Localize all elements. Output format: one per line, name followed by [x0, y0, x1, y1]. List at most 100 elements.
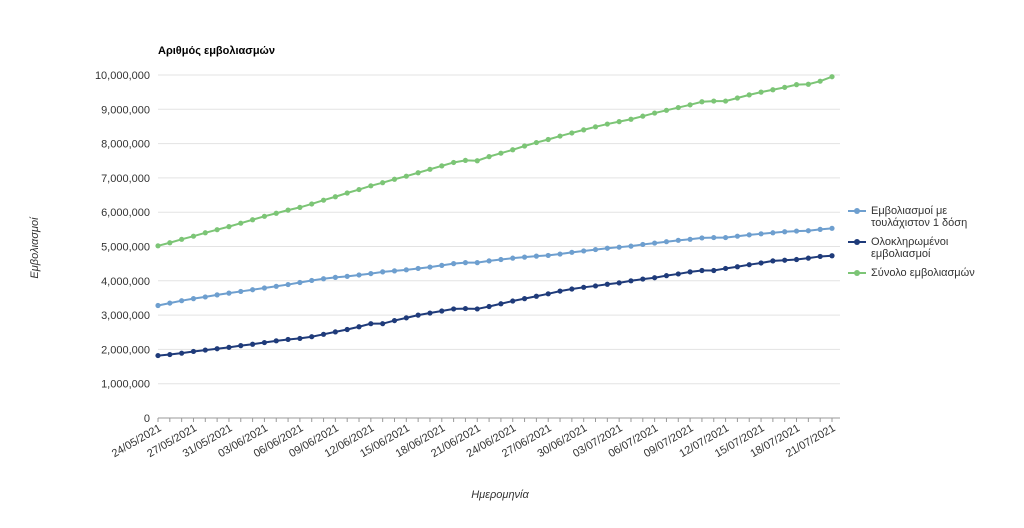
data-point — [663, 107, 670, 113]
data-point — [758, 89, 764, 95]
data-point — [391, 176, 398, 182]
data-point — [829, 253, 835, 259]
data-point — [403, 267, 409, 273]
data-point — [179, 350, 185, 356]
data-point — [746, 262, 752, 268]
data-point — [320, 197, 327, 203]
data-point — [663, 273, 670, 279]
y-tick-label: 5,000,000 — [101, 242, 150, 254]
data-point — [391, 268, 398, 274]
y-tick-label: 7,000,000 — [101, 173, 150, 185]
data-point — [297, 335, 303, 342]
data-point — [261, 339, 268, 346]
data-point — [427, 310, 433, 316]
data-point — [249, 341, 256, 347]
legend-label: Ολοκληρωμένοι εμβολιασμοί — [871, 236, 949, 260]
data-point — [474, 260, 480, 266]
data-point — [309, 277, 315, 284]
data-point — [510, 147, 516, 153]
data-point — [592, 124, 599, 130]
data-point — [758, 231, 764, 237]
data-point — [533, 293, 539, 299]
y-tick-label: 4,000,000 — [101, 276, 150, 288]
data-point — [226, 290, 232, 296]
data-point — [415, 312, 421, 318]
data-point — [179, 298, 185, 304]
data-point — [569, 249, 575, 255]
data-point — [273, 210, 279, 216]
data-point — [439, 262, 445, 268]
data-point — [640, 276, 646, 282]
data-point — [734, 95, 741, 101]
data-point — [805, 255, 811, 261]
data-point — [711, 234, 717, 241]
data-point — [782, 229, 788, 235]
data-point — [486, 303, 492, 310]
data-point — [238, 288, 244, 295]
data-point — [368, 321, 374, 327]
data-point — [581, 127, 587, 133]
data-point — [214, 346, 220, 352]
data-point — [451, 306, 457, 312]
series-line — [157, 254, 833, 357]
y-tick-label: 6,000,000 — [101, 207, 150, 219]
data-point — [545, 136, 551, 143]
data-point — [439, 308, 445, 314]
data-point — [462, 260, 469, 266]
y-tick-label: 2,000,000 — [101, 344, 150, 356]
data-point — [675, 271, 681, 277]
data-point — [782, 84, 788, 90]
data-point — [297, 279, 303, 286]
data-point — [356, 324, 362, 330]
data-point — [699, 267, 705, 274]
data-point — [167, 240, 173, 246]
data-point — [427, 166, 433, 172]
y-tick-label: 10,000,000 — [95, 70, 150, 82]
data-point — [746, 232, 752, 238]
data-point — [616, 280, 622, 286]
data-point — [368, 270, 374, 277]
data-point — [640, 113, 646, 119]
data-point — [652, 275, 658, 281]
data-point — [545, 291, 551, 297]
data-point — [368, 183, 374, 189]
data-point — [202, 294, 208, 300]
data-point — [652, 240, 658, 246]
y-tick-label: 8,000,000 — [101, 139, 150, 151]
data-point — [462, 305, 469, 312]
data-point — [179, 236, 185, 242]
data-point — [474, 158, 480, 164]
data-point — [320, 276, 327, 282]
data-point — [734, 233, 741, 239]
data-point — [652, 110, 658, 116]
data-point — [817, 226, 823, 232]
data-point — [722, 234, 729, 241]
data-point — [356, 186, 362, 193]
data-point — [581, 248, 587, 254]
series-line — [157, 75, 833, 247]
data-point — [238, 220, 244, 226]
data-point — [758, 260, 764, 266]
data-point — [403, 315, 409, 321]
data-point — [474, 306, 480, 312]
data-point — [167, 300, 173, 306]
data-point — [427, 264, 433, 270]
data-point — [226, 224, 232, 230]
data-point — [344, 326, 350, 333]
data-point — [805, 81, 811, 87]
data-point — [628, 278, 634, 284]
data-point — [604, 245, 610, 251]
data-point — [403, 173, 409, 179]
data-point — [439, 163, 445, 169]
data-point — [226, 344, 232, 350]
data-point — [770, 87, 776, 93]
data-point — [581, 284, 587, 290]
legend-item: Ολοκληρωμένοι εμβολιασμοί — [848, 236, 998, 260]
data-point — [628, 243, 634, 249]
data-point — [320, 331, 327, 337]
legend-swatch — [848, 267, 866, 279]
data-point — [592, 283, 599, 289]
data-point — [332, 194, 338, 200]
data-point — [510, 298, 516, 304]
